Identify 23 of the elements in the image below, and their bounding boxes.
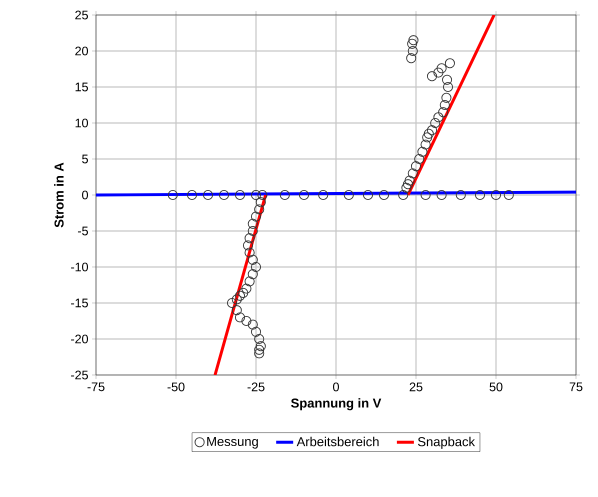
y-tick-label: 25 [75,10,88,20]
x-tick-label: -75 [88,382,104,392]
y-tick-label: -20 [71,334,88,344]
x-axis-title: Spannung in V [291,398,382,410]
legend-label: Arbeitsbereich [296,436,379,446]
y-tick-label: 20 [75,46,88,56]
x-tick-label: 25 [410,382,422,392]
y-tick-label: -15 [71,298,88,308]
x-tick-label: -50 [168,382,185,392]
x-tick-label: 0 [333,382,339,392]
y-tick-label: 0 [82,190,88,200]
y-tick-label: 15 [76,82,88,92]
y-tick-label: 5 [82,154,88,164]
y-tick-label: -10 [71,262,88,272]
legend-label: Messung [207,437,258,449]
y-tick-label: -25 [71,370,88,380]
x-tick-label: 50 [490,382,502,392]
y-tick-label: 10 [76,118,88,128]
x-tick-label: 75 [570,382,582,392]
x-tick-label: -25 [248,382,264,392]
y-tick-label: -5 [78,226,88,236]
legend-label: Snapback [418,436,475,449]
y-axis-title: Strom in A [54,162,64,228]
